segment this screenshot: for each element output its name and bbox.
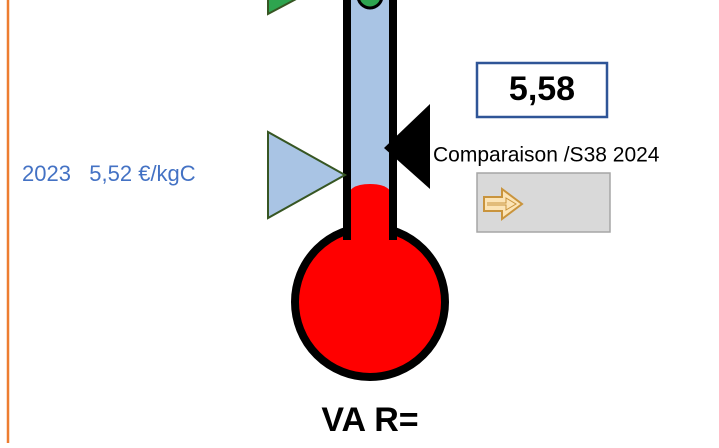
comparison-label: Comparaison /S38 2024 bbox=[433, 144, 660, 167]
bulb-neck bbox=[347, 200, 393, 262]
footer-label: VA R= bbox=[321, 401, 418, 439]
value-text: 5,58 bbox=[509, 70, 575, 108]
compare-button[interactable] bbox=[477, 173, 610, 232]
gauge-panel: 2023 5,52 €/kgC 5,58 Comparaison /S38 20… bbox=[0, 0, 719, 443]
reference-label: 2023 5,52 €/kgC bbox=[22, 161, 196, 186]
